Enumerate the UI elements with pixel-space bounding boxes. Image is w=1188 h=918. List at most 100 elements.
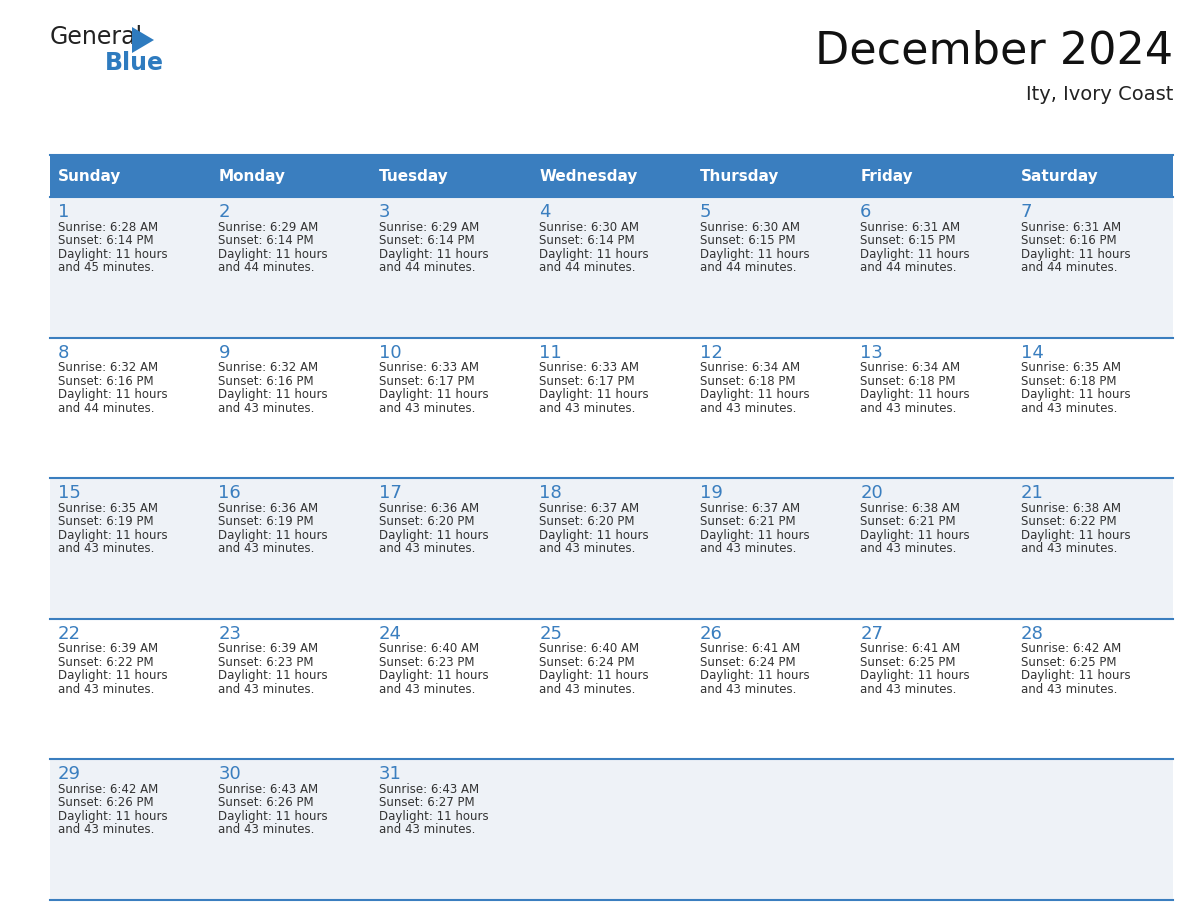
Text: Sunrise: 6:31 AM: Sunrise: 6:31 AM: [1020, 220, 1120, 233]
Text: and 43 minutes.: and 43 minutes.: [58, 823, 154, 836]
Text: 20: 20: [860, 484, 883, 502]
Text: Sunset: 6:24 PM: Sunset: 6:24 PM: [539, 655, 634, 669]
Text: 15: 15: [58, 484, 81, 502]
Text: Daylight: 11 hours: Daylight: 11 hours: [379, 388, 488, 401]
Text: Daylight: 11 hours: Daylight: 11 hours: [1020, 248, 1130, 261]
Text: Sunset: 6:14 PM: Sunset: 6:14 PM: [219, 234, 314, 247]
Text: Daylight: 11 hours: Daylight: 11 hours: [379, 810, 488, 823]
Text: Sunset: 6:17 PM: Sunset: 6:17 PM: [379, 375, 474, 387]
Text: Sunset: 6:19 PM: Sunset: 6:19 PM: [219, 515, 314, 528]
Text: 23: 23: [219, 625, 241, 643]
Text: and 43 minutes.: and 43 minutes.: [860, 402, 956, 415]
Text: Daylight: 11 hours: Daylight: 11 hours: [379, 529, 488, 542]
Text: 19: 19: [700, 484, 722, 502]
Text: and 43 minutes.: and 43 minutes.: [379, 823, 475, 836]
Text: December 2024: December 2024: [815, 30, 1173, 73]
Text: Sunrise: 6:39 AM: Sunrise: 6:39 AM: [219, 643, 318, 655]
Text: Thursday: Thursday: [700, 169, 779, 184]
Text: Sunset: 6:23 PM: Sunset: 6:23 PM: [379, 655, 474, 669]
Text: Daylight: 11 hours: Daylight: 11 hours: [860, 248, 969, 261]
Text: Daylight: 11 hours: Daylight: 11 hours: [58, 529, 168, 542]
Text: Sunset: 6:14 PM: Sunset: 6:14 PM: [539, 234, 634, 247]
Text: 6: 6: [860, 203, 872, 221]
Text: Sunset: 6:18 PM: Sunset: 6:18 PM: [700, 375, 795, 387]
Text: 7: 7: [1020, 203, 1032, 221]
Text: 3: 3: [379, 203, 391, 221]
Text: 11: 11: [539, 343, 562, 362]
Bar: [50, 619, 1173, 759]
Text: 16: 16: [219, 484, 241, 502]
Text: 22: 22: [58, 625, 81, 643]
Bar: [50, 155, 1173, 197]
Text: Sunset: 6:21 PM: Sunset: 6:21 PM: [700, 515, 795, 528]
Text: and 43 minutes.: and 43 minutes.: [700, 683, 796, 696]
Text: Sunrise: 6:36 AM: Sunrise: 6:36 AM: [219, 502, 318, 515]
Text: and 44 minutes.: and 44 minutes.: [539, 261, 636, 274]
Text: Daylight: 11 hours: Daylight: 11 hours: [58, 669, 168, 682]
Text: Sunset: 6:14 PM: Sunset: 6:14 PM: [58, 234, 153, 247]
Text: Daylight: 11 hours: Daylight: 11 hours: [539, 248, 649, 261]
Text: and 44 minutes.: and 44 minutes.: [1020, 261, 1117, 274]
Text: Daylight: 11 hours: Daylight: 11 hours: [379, 248, 488, 261]
Text: Daylight: 11 hours: Daylight: 11 hours: [219, 669, 328, 682]
Text: 27: 27: [860, 625, 883, 643]
Text: Sunrise: 6:39 AM: Sunrise: 6:39 AM: [58, 643, 158, 655]
Text: Sunset: 6:20 PM: Sunset: 6:20 PM: [379, 515, 474, 528]
Text: Daylight: 11 hours: Daylight: 11 hours: [1020, 669, 1130, 682]
Text: 4: 4: [539, 203, 551, 221]
Bar: [50, 197, 1173, 338]
Text: and 44 minutes.: and 44 minutes.: [379, 261, 475, 274]
Text: Sunset: 6:23 PM: Sunset: 6:23 PM: [219, 655, 314, 669]
Text: and 43 minutes.: and 43 minutes.: [539, 683, 636, 696]
Text: and 43 minutes.: and 43 minutes.: [219, 823, 315, 836]
Text: Sunrise: 6:30 AM: Sunrise: 6:30 AM: [700, 220, 800, 233]
Text: Sunset: 6:26 PM: Sunset: 6:26 PM: [219, 797, 314, 810]
Text: Sunrise: 6:35 AM: Sunrise: 6:35 AM: [1020, 361, 1120, 375]
Text: Daylight: 11 hours: Daylight: 11 hours: [219, 248, 328, 261]
Text: Daylight: 11 hours: Daylight: 11 hours: [219, 388, 328, 401]
Text: Daylight: 11 hours: Daylight: 11 hours: [860, 529, 969, 542]
Text: Sunset: 6:22 PM: Sunset: 6:22 PM: [58, 655, 153, 669]
Text: Friday: Friday: [860, 169, 912, 184]
Text: and 43 minutes.: and 43 minutes.: [1020, 543, 1117, 555]
Text: Sunrise: 6:42 AM: Sunrise: 6:42 AM: [1020, 643, 1120, 655]
Text: and 43 minutes.: and 43 minutes.: [379, 402, 475, 415]
Text: 13: 13: [860, 343, 883, 362]
Text: and 43 minutes.: and 43 minutes.: [860, 543, 956, 555]
Text: Sunset: 6:16 PM: Sunset: 6:16 PM: [219, 375, 314, 387]
Text: Sunset: 6:19 PM: Sunset: 6:19 PM: [58, 515, 153, 528]
Text: and 43 minutes.: and 43 minutes.: [700, 402, 796, 415]
Text: and 44 minutes.: and 44 minutes.: [700, 261, 796, 274]
Text: Sunrise: 6:29 AM: Sunrise: 6:29 AM: [379, 220, 479, 233]
Text: Sunset: 6:18 PM: Sunset: 6:18 PM: [1020, 375, 1116, 387]
Text: Daylight: 11 hours: Daylight: 11 hours: [700, 248, 809, 261]
Text: Sunset: 6:20 PM: Sunset: 6:20 PM: [539, 515, 634, 528]
Text: Sunrise: 6:31 AM: Sunrise: 6:31 AM: [860, 220, 960, 233]
Text: Sunset: 6:17 PM: Sunset: 6:17 PM: [539, 375, 634, 387]
Text: 10: 10: [379, 343, 402, 362]
Text: Sunrise: 6:40 AM: Sunrise: 6:40 AM: [379, 643, 479, 655]
Text: 9: 9: [219, 343, 230, 362]
Text: Sunset: 6:15 PM: Sunset: 6:15 PM: [860, 234, 955, 247]
Bar: [50, 338, 1173, 478]
Text: and 43 minutes.: and 43 minutes.: [58, 543, 154, 555]
Text: 2: 2: [219, 203, 230, 221]
Text: and 43 minutes.: and 43 minutes.: [219, 543, 315, 555]
Text: and 45 minutes.: and 45 minutes.: [58, 261, 154, 274]
Text: and 43 minutes.: and 43 minutes.: [1020, 402, 1117, 415]
Text: 29: 29: [58, 766, 81, 783]
Text: 31: 31: [379, 766, 402, 783]
Text: and 43 minutes.: and 43 minutes.: [539, 402, 636, 415]
Text: Daylight: 11 hours: Daylight: 11 hours: [58, 810, 168, 823]
Text: and 43 minutes.: and 43 minutes.: [860, 683, 956, 696]
Text: Sunrise: 6:43 AM: Sunrise: 6:43 AM: [219, 783, 318, 796]
Text: Sunset: 6:25 PM: Sunset: 6:25 PM: [1020, 655, 1116, 669]
Text: Sunset: 6:14 PM: Sunset: 6:14 PM: [379, 234, 474, 247]
Text: and 43 minutes.: and 43 minutes.: [539, 543, 636, 555]
Text: Sunset: 6:26 PM: Sunset: 6:26 PM: [58, 797, 153, 810]
Text: Sunset: 6:16 PM: Sunset: 6:16 PM: [58, 375, 153, 387]
Text: 24: 24: [379, 625, 402, 643]
Text: Sunrise: 6:38 AM: Sunrise: 6:38 AM: [1020, 502, 1120, 515]
Text: and 43 minutes.: and 43 minutes.: [379, 683, 475, 696]
Text: Sunset: 6:18 PM: Sunset: 6:18 PM: [860, 375, 955, 387]
